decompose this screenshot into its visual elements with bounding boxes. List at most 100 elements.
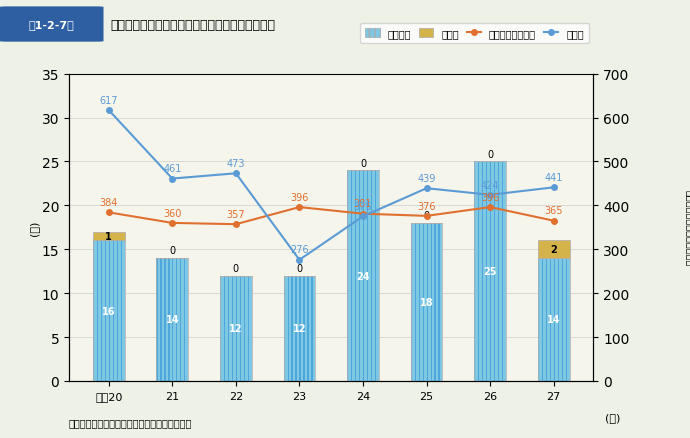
Bar bbox=[411, 223, 442, 381]
Y-axis label: (人): (人) bbox=[29, 220, 39, 236]
Bar bbox=[542, 258, 543, 381]
FancyBboxPatch shape bbox=[0, 7, 104, 42]
Bar bbox=[180, 258, 181, 381]
Text: 376: 376 bbox=[417, 201, 436, 211]
Bar bbox=[538, 258, 569, 381]
Text: 18: 18 bbox=[420, 297, 433, 307]
Bar bbox=[291, 276, 293, 381]
Text: 16: 16 bbox=[102, 306, 115, 316]
Bar bbox=[411, 223, 442, 381]
Text: (年): (年) bbox=[604, 412, 620, 422]
Bar bbox=[220, 276, 221, 381]
Bar bbox=[109, 241, 110, 381]
Text: 25: 25 bbox=[484, 267, 497, 276]
Text: 396: 396 bbox=[290, 192, 308, 202]
Text: 14: 14 bbox=[547, 315, 560, 325]
Bar bbox=[228, 276, 229, 381]
Bar bbox=[347, 171, 379, 381]
Text: 461: 461 bbox=[163, 164, 181, 174]
Text: 381: 381 bbox=[354, 199, 372, 209]
Bar bbox=[482, 162, 484, 381]
Bar bbox=[478, 162, 480, 381]
Bar bbox=[490, 162, 491, 381]
Bar bbox=[474, 162, 506, 381]
Bar bbox=[284, 276, 315, 381]
Bar bbox=[411, 223, 412, 381]
Text: 375: 375 bbox=[354, 201, 373, 212]
Bar bbox=[538, 258, 539, 381]
Bar bbox=[299, 276, 301, 381]
Bar bbox=[494, 162, 495, 381]
Text: 0: 0 bbox=[233, 263, 239, 273]
Bar bbox=[93, 241, 125, 381]
Text: 0: 0 bbox=[360, 158, 366, 168]
Text: 0: 0 bbox=[297, 263, 302, 273]
Text: 0: 0 bbox=[169, 246, 175, 256]
Bar bbox=[184, 258, 186, 381]
Bar bbox=[112, 241, 114, 381]
Text: 396: 396 bbox=[481, 192, 500, 202]
Bar bbox=[307, 276, 308, 381]
Bar bbox=[359, 171, 360, 381]
Text: 14: 14 bbox=[166, 315, 179, 325]
Bar bbox=[284, 276, 315, 381]
Bar bbox=[93, 241, 125, 381]
Bar bbox=[355, 171, 356, 381]
Bar bbox=[538, 241, 569, 258]
Text: 危険物施設における流出事故発生件数と被害状况: 危険物施設における流出事故発生件数と被害状况 bbox=[110, 19, 275, 32]
Text: 24: 24 bbox=[356, 271, 370, 281]
Bar bbox=[550, 258, 551, 381]
Bar bbox=[438, 223, 440, 381]
Bar bbox=[367, 171, 368, 381]
Bar bbox=[558, 258, 559, 381]
Text: 384: 384 bbox=[99, 198, 118, 208]
Bar bbox=[474, 162, 506, 381]
Bar bbox=[311, 276, 313, 381]
Bar bbox=[244, 276, 245, 381]
Bar bbox=[295, 276, 297, 381]
Bar bbox=[502, 162, 503, 381]
Text: （備考）「危険物に係る事故報告」により作成: （備考）「危険物に係る事故報告」により作成 bbox=[69, 417, 193, 427]
Legend: 負傷者数, 死者数, 流出事故発生件数, 損害額: 負傷者数, 死者数, 流出事故発生件数, 損害額 bbox=[360, 24, 589, 44]
Bar bbox=[363, 171, 364, 381]
Text: 2: 2 bbox=[551, 245, 557, 254]
Bar bbox=[562, 258, 563, 381]
Bar bbox=[93, 241, 94, 381]
Text: 439: 439 bbox=[417, 173, 435, 184]
Text: 617: 617 bbox=[99, 95, 118, 106]
Bar bbox=[121, 241, 122, 381]
Text: 1: 1 bbox=[106, 232, 112, 241]
Bar bbox=[176, 258, 177, 381]
Bar bbox=[498, 162, 500, 381]
Bar bbox=[97, 241, 98, 381]
Bar bbox=[546, 258, 547, 381]
Bar bbox=[347, 171, 379, 381]
Text: 0: 0 bbox=[424, 211, 430, 221]
Bar bbox=[347, 171, 348, 381]
Text: 第1-2-7図: 第1-2-7図 bbox=[29, 20, 75, 30]
Bar bbox=[117, 241, 118, 381]
Text: 441: 441 bbox=[544, 173, 563, 183]
Bar bbox=[553, 258, 555, 381]
Text: 0: 0 bbox=[487, 149, 493, 159]
Bar bbox=[105, 241, 106, 381]
Text: 12: 12 bbox=[293, 324, 306, 333]
Bar bbox=[224, 276, 225, 381]
Bar bbox=[236, 276, 237, 381]
Y-axis label: 流出事故発生件数及び損害額: 流出事故発生件数及び損害額 bbox=[685, 190, 690, 266]
Bar bbox=[422, 223, 424, 381]
Text: 357: 357 bbox=[226, 209, 245, 219]
Bar bbox=[157, 258, 188, 381]
Bar bbox=[371, 171, 372, 381]
Bar bbox=[538, 258, 569, 381]
Bar bbox=[240, 276, 241, 381]
Bar bbox=[172, 258, 173, 381]
Bar bbox=[157, 258, 188, 381]
Text: 424: 424 bbox=[481, 180, 500, 190]
Bar bbox=[431, 223, 432, 381]
Bar bbox=[93, 232, 125, 241]
Bar bbox=[375, 171, 376, 381]
Bar bbox=[426, 223, 428, 381]
Text: 360: 360 bbox=[163, 208, 181, 218]
Bar bbox=[486, 162, 487, 381]
